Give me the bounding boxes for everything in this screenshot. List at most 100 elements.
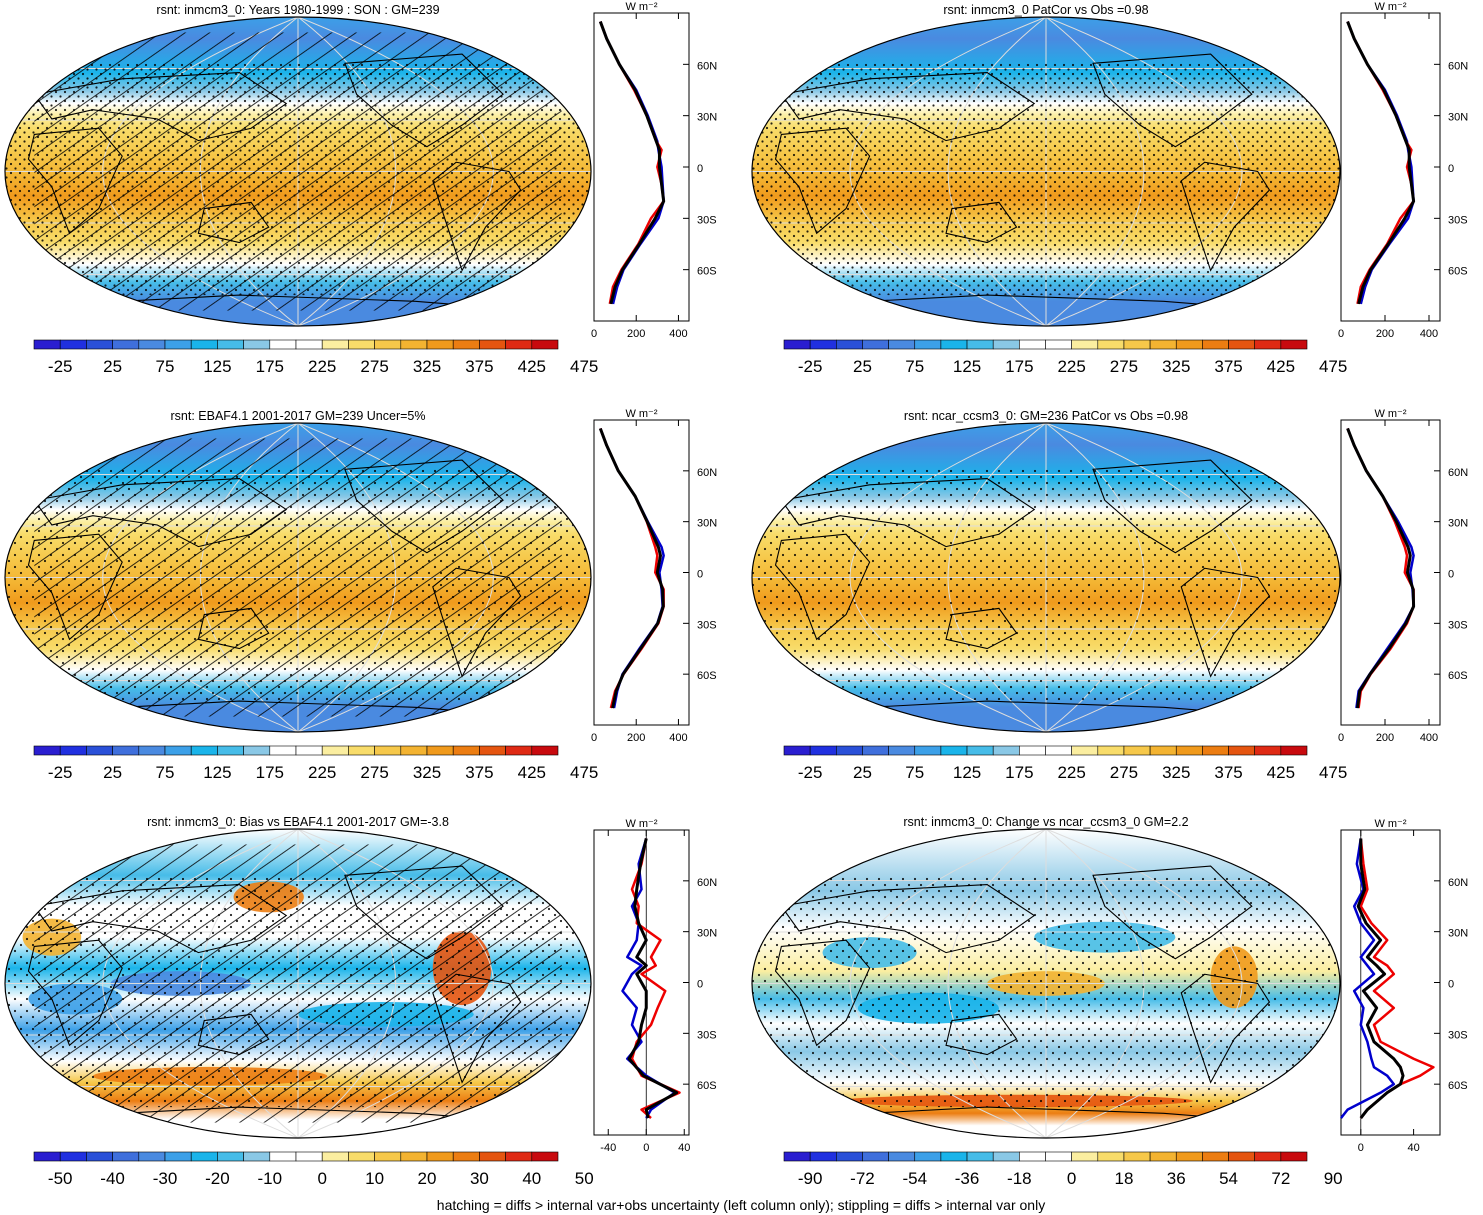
colorbar-cell	[138, 339, 166, 350]
profile-series-line	[598, 427, 665, 709]
colorbar-label: 175	[1005, 357, 1033, 376]
colorbar-label: -54	[902, 1169, 927, 1188]
colorbar-label: 475	[570, 763, 598, 782]
colorbar-cell	[1045, 1151, 1072, 1162]
colorbar-cell	[479, 1151, 506, 1162]
colorbar-cell	[966, 1151, 994, 1162]
colorbar-cell	[190, 1151, 218, 1162]
colorbar-cell	[295, 339, 323, 350]
x-tick-label: 200	[627, 328, 645, 340]
colorbar-cell	[783, 339, 811, 350]
colorbar-cell	[1175, 339, 1203, 350]
colorbar-cell	[269, 1151, 297, 1162]
x-tick-label: 0	[591, 732, 597, 744]
map-outline	[751, 16, 1341, 327]
colorbar-cell	[59, 745, 87, 756]
lat-label: 60S	[697, 266, 717, 278]
colorbar-label: 325	[1162, 763, 1190, 782]
lat-label: 30N	[1448, 518, 1468, 530]
x-tick-label: 400	[1420, 732, 1438, 744]
colorbar-cell	[809, 745, 837, 756]
zonal-profile: 0 200 400 W m⁻² 60N 30N 0 30S 60S	[591, 1, 717, 340]
colorbar-cell	[217, 339, 244, 350]
colorbar-cell	[321, 1151, 349, 1162]
zonal-profile: 0 200 400 W m⁻² 60N 30N 0 30S 60S	[1338, 1, 1468, 340]
colorbar-cell	[1149, 1151, 1177, 1162]
colorbar-cell	[809, 339, 837, 350]
unit-label: W m⁻²	[1374, 818, 1406, 830]
panel-4: rsnt: ncar_ccsm3_0: GM=236 PatCor vs Obs…	[751, 408, 1468, 782]
colorbar-cell	[914, 1151, 942, 1162]
colorbar-cell	[400, 339, 428, 350]
colorbar-cell	[33, 745, 61, 756]
profile-frame	[1340, 829, 1441, 1136]
profile-series-line	[598, 21, 666, 305]
x-tick-label: 400	[669, 732, 687, 744]
x-tick-label: 0	[643, 1142, 649, 1154]
colorbar-label: -10	[258, 1169, 283, 1188]
panel-title: rsnt: inmcm3_0: Change vs ncar_ccsm3_0 G…	[903, 815, 1188, 829]
colorbar-cell	[1280, 1151, 1308, 1162]
colorbar-cell	[1045, 745, 1072, 756]
colorbar-cell	[426, 745, 454, 756]
lat-label: 30N	[697, 112, 717, 124]
lat-label: 60S	[697, 1080, 717, 1092]
colorbar-cell	[1071, 745, 1099, 756]
colorbar-cell	[1202, 745, 1229, 756]
colorbar-label: 90	[1324, 1169, 1343, 1188]
unit-label: W m⁻²	[1374, 1, 1406, 13]
colorbar-cell	[888, 339, 916, 350]
colorbar-cell	[992, 745, 1020, 756]
map-outline	[4, 16, 592, 327]
profile-frame	[593, 419, 690, 726]
panel-1: rsnt: inmcm3_0: Years 1980-1999 : SON : …	[4, 1, 717, 376]
lat-label: 60N	[697, 60, 717, 72]
colorbar-cell	[835, 745, 863, 756]
lat-label: 0	[697, 979, 703, 991]
colorbar-cell	[243, 1151, 271, 1162]
colorbar-label: 10	[365, 1169, 384, 1188]
map-outline	[4, 422, 592, 733]
panel-title: rsnt: inmcm3_0: Years 1980-1999 : SON : …	[156, 3, 439, 17]
lat-label: 0	[697, 569, 703, 581]
colorbar-label: 25	[853, 357, 872, 376]
colorbar-label: -18	[1007, 1169, 1032, 1188]
colorbar: -25 25 75 125 175 225 275 325 375 425 475	[783, 339, 1347, 376]
colorbar-cell	[992, 1151, 1020, 1162]
colorbar-label: -36	[955, 1169, 980, 1188]
colorbar-label: 25	[103, 357, 122, 376]
colorbar-cell	[862, 339, 889, 350]
panel-title: rsnt: EBAF4.1 2001-2017 GM=239 Uncer=5%	[170, 409, 425, 423]
colorbar-label: 0	[1067, 1169, 1076, 1188]
colorbar-label: 375	[465, 357, 493, 376]
colorbar-cell	[321, 745, 349, 756]
colorbar-cell	[295, 745, 323, 756]
profile-series-line	[1346, 427, 1416, 709]
colorbar-label: -30	[153, 1169, 178, 1188]
profile-series-line	[1359, 838, 1435, 1119]
x-tick-label: 200	[627, 732, 645, 744]
colorbar-cell	[452, 1151, 480, 1162]
colorbar-label: 275	[1110, 763, 1138, 782]
unit-label: W m⁻²	[625, 1, 657, 13]
colorbar-label: -25	[798, 357, 823, 376]
colorbar: -25 25 75 125 175 225 275 325 375 425 475	[33, 339, 598, 376]
colorbar-label: 225	[1057, 763, 1085, 782]
colorbar-cell	[374, 745, 402, 756]
map-6	[752, 829, 1340, 1138]
profile-series-line	[1346, 21, 1416, 305]
colorbar-cell	[1254, 745, 1282, 756]
colorbar-cell	[452, 745, 480, 756]
colorbar-cell	[1228, 1151, 1256, 1162]
colorbar-cell	[1123, 745, 1151, 756]
x-tick-label: 400	[669, 328, 687, 340]
stippling-overlay	[752, 63, 1340, 296]
colorbar-cell	[1097, 339, 1125, 350]
lat-label: 30N	[697, 518, 717, 530]
colorbar-cell	[966, 339, 994, 350]
colorbar-label: 275	[360, 357, 388, 376]
colorbar-cell	[1254, 339, 1282, 350]
colorbar-cell	[321, 339, 349, 350]
colorbar-label: 325	[1162, 357, 1190, 376]
x-tick-label: 200	[1376, 732, 1394, 744]
